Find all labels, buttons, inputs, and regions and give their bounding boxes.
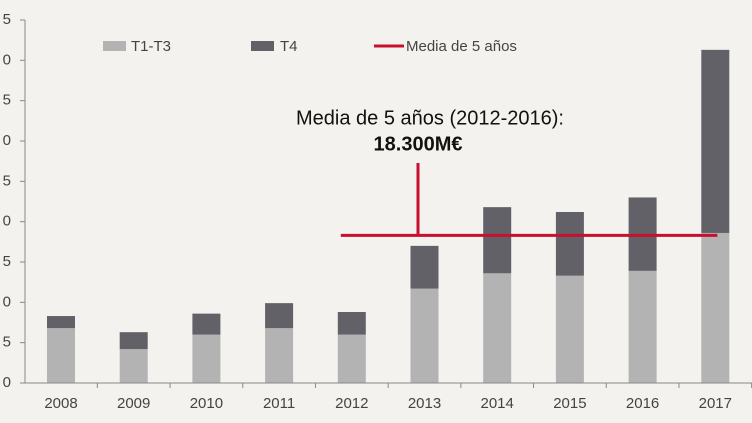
y-tick-label: 0 [3,51,11,68]
x-tick-label: 2011 [263,395,295,412]
bar-segment [483,273,512,383]
bar-segment [555,211,584,276]
annotation-line: Media de 5 años (2012-2016): [296,107,564,129]
bar-segment [483,207,512,274]
bar-segment [337,334,366,383]
y-tick-label: 5 [3,11,11,28]
x-tick-label: 2017 [699,395,732,412]
bar-segment [192,334,221,383]
bar-segment [628,270,657,383]
bar-segment [701,49,730,233]
y-tick-label: 0 [3,374,11,391]
x-tick-label: 2012 [335,395,368,412]
bar-segment [555,275,584,383]
annotation-value: 18.300M€ [374,133,463,155]
x-tick-label: 2010 [190,395,223,412]
bar-segment [265,303,294,329]
y-tick-label: 5 [3,253,11,270]
y-tick-label: 5 [3,334,11,351]
x-tick-label: 2013 [408,395,441,412]
bar-segment [265,328,294,383]
bar-segment [410,245,439,289]
bar-segment [337,312,366,335]
bar-segment [119,349,148,383]
legend-swatch [103,41,126,51]
bar-segment [119,332,148,350]
x-tick-label: 2016 [626,395,659,412]
legend-swatch [251,41,274,51]
y-tick-label: 0 [3,132,11,149]
y-tick-label: 0 [3,213,11,230]
bar-segment [47,316,75,329]
x-tick-label: 2014 [481,395,514,412]
bar-segment [47,328,75,383]
x-tick-label: 2008 [44,395,77,412]
bar-segment [701,232,730,383]
y-tick-label: 0 [3,293,11,310]
y-tick-label: 5 [3,92,11,109]
legend-label: T4 [280,38,298,55]
x-tick-label: 2015 [553,395,586,412]
bar-segment [192,313,221,335]
legend-label: T1-T3 [131,38,171,55]
bar-segment [410,288,439,383]
x-tick-label: 2009 [117,395,150,412]
legend-label: Media de 5 años [406,38,517,55]
y-tick-label: 5 [3,172,11,189]
